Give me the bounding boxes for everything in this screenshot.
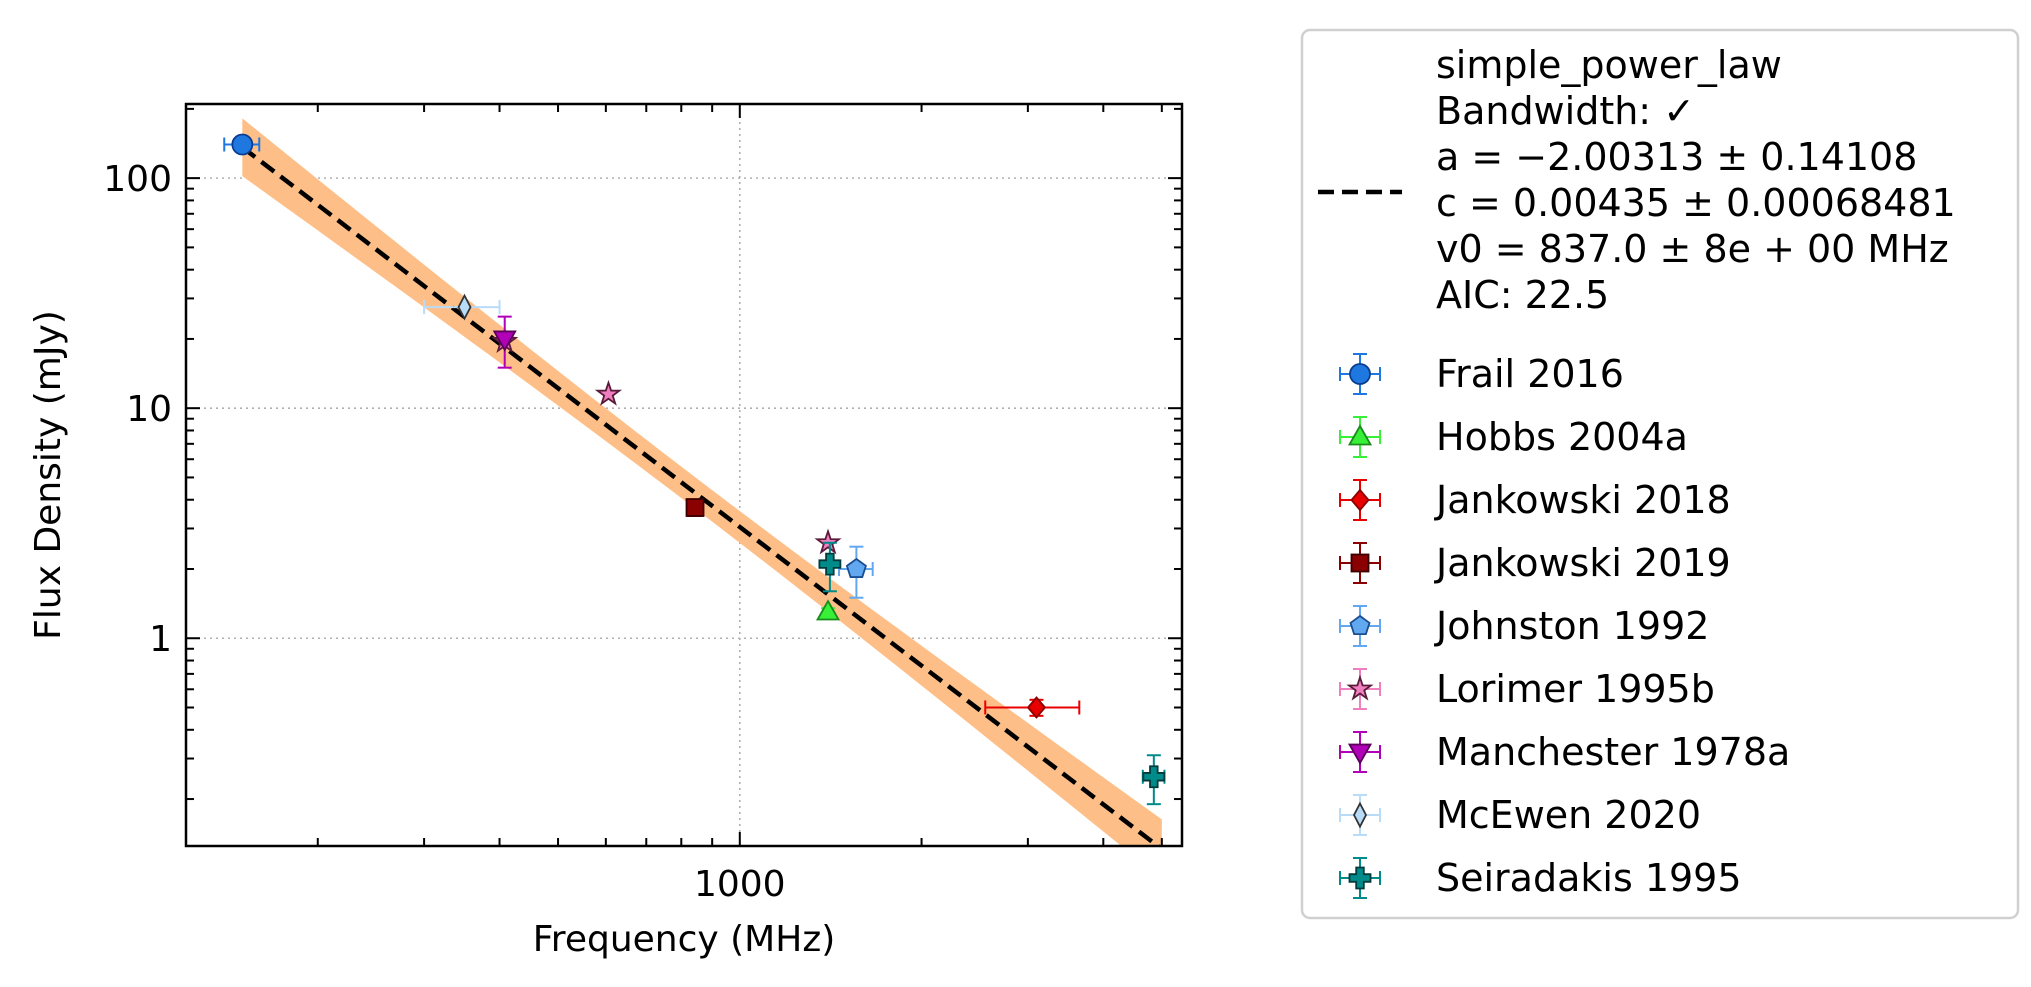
data-point — [231, 133, 254, 156]
tick-labels: 1000 1 10 100 — [103, 159, 785, 905]
legend-fit-text: v0 = 837.0 ± 8e + 00 MHz — [1436, 227, 1949, 271]
legend-label: Seiradakis 1995 — [1436, 856, 1742, 900]
legend-label: Lorimer 1995b — [1436, 667, 1715, 711]
legend-entry-johnston-1992: Johnston 1992 — [1339, 604, 1709, 648]
legend-entry-jankowski-2018: Jankowski 2018 — [1339, 478, 1731, 522]
series-johnston-1992 — [838, 545, 874, 599]
series-manchester-1978a — [492, 315, 517, 369]
legend-label: Johnston 1992 — [1434, 604, 1709, 648]
legend-fit-text: Bandwidth: ✓ — [1436, 89, 1695, 133]
legend-fit-text: simple_power_law — [1436, 43, 1782, 87]
data-point — [1026, 696, 1047, 719]
legend-marker — [1349, 614, 1371, 635]
series-jankowski-2018 — [984, 696, 1081, 719]
legend-marker — [1350, 488, 1370, 512]
legend-label: Hobbs 2004a — [1436, 415, 1688, 459]
legend-fit-text: a = −2.00313 ± 0.14108 — [1436, 135, 1917, 179]
legend-entry-frail-2016: Frail 2016 — [1339, 352, 1624, 396]
series-seiradakis-1995 — [818, 541, 1166, 806]
data-point — [685, 498, 705, 517]
data-point — [457, 293, 472, 321]
data-point — [814, 528, 842, 555]
legend-label: Jankowski 2019 — [1434, 541, 1731, 585]
y-tick-label: 1 — [149, 619, 172, 660]
x-tick-label: 1000 — [694, 864, 786, 905]
legend-label: Jankowski 2018 — [1434, 478, 1731, 522]
axis-ticks — [186, 104, 1182, 846]
legend-marker — [1347, 743, 1373, 765]
series-mcewen-2020 — [423, 293, 501, 321]
data-points — [223, 133, 1166, 806]
data-point — [594, 379, 623, 406]
data-point — [845, 557, 867, 578]
data-point — [492, 330, 517, 352]
legend-marker — [1346, 674, 1374, 701]
legend-marker — [1352, 801, 1368, 829]
legend-marker — [1349, 363, 1371, 385]
series-jankowski-2019 — [685, 498, 705, 517]
plot-frame — [184, 102, 1184, 848]
legend-frame — [1300, 28, 2020, 920]
legend-marker — [1350, 553, 1370, 573]
legend-entry-lorimer-1995b: Lorimer 1995b — [1339, 667, 1715, 711]
grid-lines — [186, 104, 1182, 846]
y-axis-label: Flux Density (mJy) — [28, 310, 69, 640]
fit-uncertainty-band — [242, 118, 1162, 846]
legend-series-entries: Frail 2016 Hobbs 2004a Jankowski 2018 Janko… — [1339, 352, 1790, 900]
legend-entry-hobbs-2004a: Hobbs 2004a — [1339, 415, 1688, 459]
series-frail-2016 — [223, 133, 261, 156]
x-axis-label: Frequency (MHz) — [533, 919, 836, 960]
legend-entry-mcewen-2020: McEwen 2020 — [1339, 793, 1701, 837]
legend-label: McEwen 2020 — [1436, 793, 1701, 837]
data-point — [1142, 765, 1166, 789]
series-hobbs-2004a — [815, 599, 841, 621]
data-point — [818, 552, 842, 576]
data-point — [815, 599, 841, 621]
y-tick-label: 10 — [126, 389, 172, 430]
legend-entry-seiradakis-1995: Seiradakis 1995 — [1339, 856, 1742, 900]
fit-band — [242, 118, 1162, 846]
legend-entry-manchester-1978a: Manchester 1978a — [1339, 730, 1790, 774]
legend-fit-text: AIC: 22.5 — [1436, 273, 1609, 317]
legend-label: Frail 2016 — [1436, 352, 1624, 396]
legend-entry-jankowski-2019: Jankowski 2019 — [1339, 541, 1731, 585]
y-tick-label: 100 — [103, 159, 172, 200]
legend-label: Manchester 1978a — [1436, 730, 1790, 774]
legend-marker — [1348, 866, 1372, 890]
legend-marker — [1347, 424, 1373, 446]
legend-fit-text: c = 0.00435 ± 0.00068481 — [1436, 181, 1956, 225]
